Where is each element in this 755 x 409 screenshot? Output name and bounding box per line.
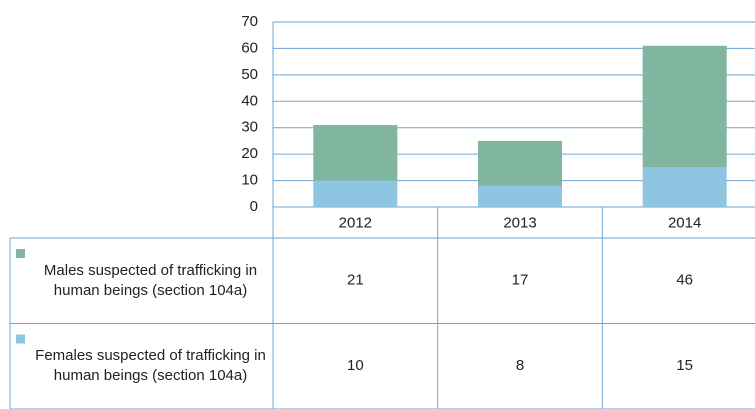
- legend-swatch: [16, 334, 25, 344]
- bar-segment: [478, 140, 562, 186]
- y-tick-label: 10: [241, 172, 258, 189]
- table-value: 10: [347, 357, 364, 374]
- x-tick-label: 2012: [339, 214, 372, 231]
- bar-segment: [478, 185, 562, 207]
- bar-segment: [313, 125, 398, 181]
- bar-segment: [642, 45, 727, 168]
- bar-segment: [313, 180, 398, 207]
- legend-label: Females suspected of trafficking in huma…: [35, 347, 266, 385]
- legend-label: Males suspected of trafficking in human …: [43, 261, 258, 299]
- table-value: 8: [516, 357, 524, 374]
- x-tick-label: 2013: [503, 214, 536, 231]
- table-value: 17: [512, 272, 529, 289]
- y-tick-label: 0: [250, 198, 258, 215]
- y-tick-label: 20: [241, 145, 258, 162]
- table-value: 15: [676, 357, 693, 374]
- bar-segment: [642, 167, 727, 207]
- table-value: 46: [676, 272, 693, 289]
- y-tick-label: 30: [241, 119, 258, 136]
- y-tick-label: 40: [241, 92, 258, 109]
- x-tick-label: 2014: [668, 214, 701, 231]
- table-value: 21: [347, 272, 364, 289]
- y-tick-label: 70: [241, 13, 258, 30]
- legend-swatch: [16, 249, 25, 258]
- y-tick-label: 60: [241, 39, 258, 56]
- y-tick-label: 50: [241, 66, 258, 83]
